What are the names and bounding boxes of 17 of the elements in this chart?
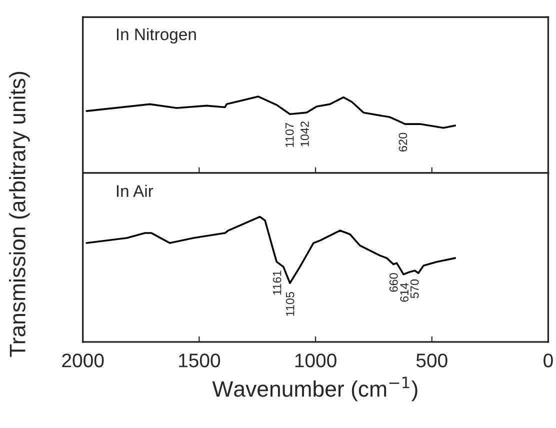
annotation: 660 xyxy=(389,273,398,292)
annotation: 1042 xyxy=(300,122,309,146)
chart-title: In Nitrogen xyxy=(116,28,196,44)
annotation: 1107 xyxy=(285,123,294,147)
x-tick-label: 1500 xyxy=(179,354,220,368)
x-tick-label: 500 xyxy=(416,354,448,368)
annotation: 570 xyxy=(410,279,419,298)
x-tick-label: 2000 xyxy=(62,354,104,368)
x-tick-label: 1000 xyxy=(295,354,336,368)
x-tick-label: 0 xyxy=(544,354,553,368)
annotation: 1105 xyxy=(286,292,294,316)
annotation: 620 xyxy=(398,132,408,152)
annotation: 1161 xyxy=(272,270,282,295)
x-axis-title: Wavenumber (cm$^{−1}$) xyxy=(212,376,418,402)
chart-title: In Air xyxy=(116,184,154,197)
y-axis-title: Transmission (arbitrary units) xyxy=(9,72,30,357)
annotation: 614 xyxy=(400,283,409,302)
